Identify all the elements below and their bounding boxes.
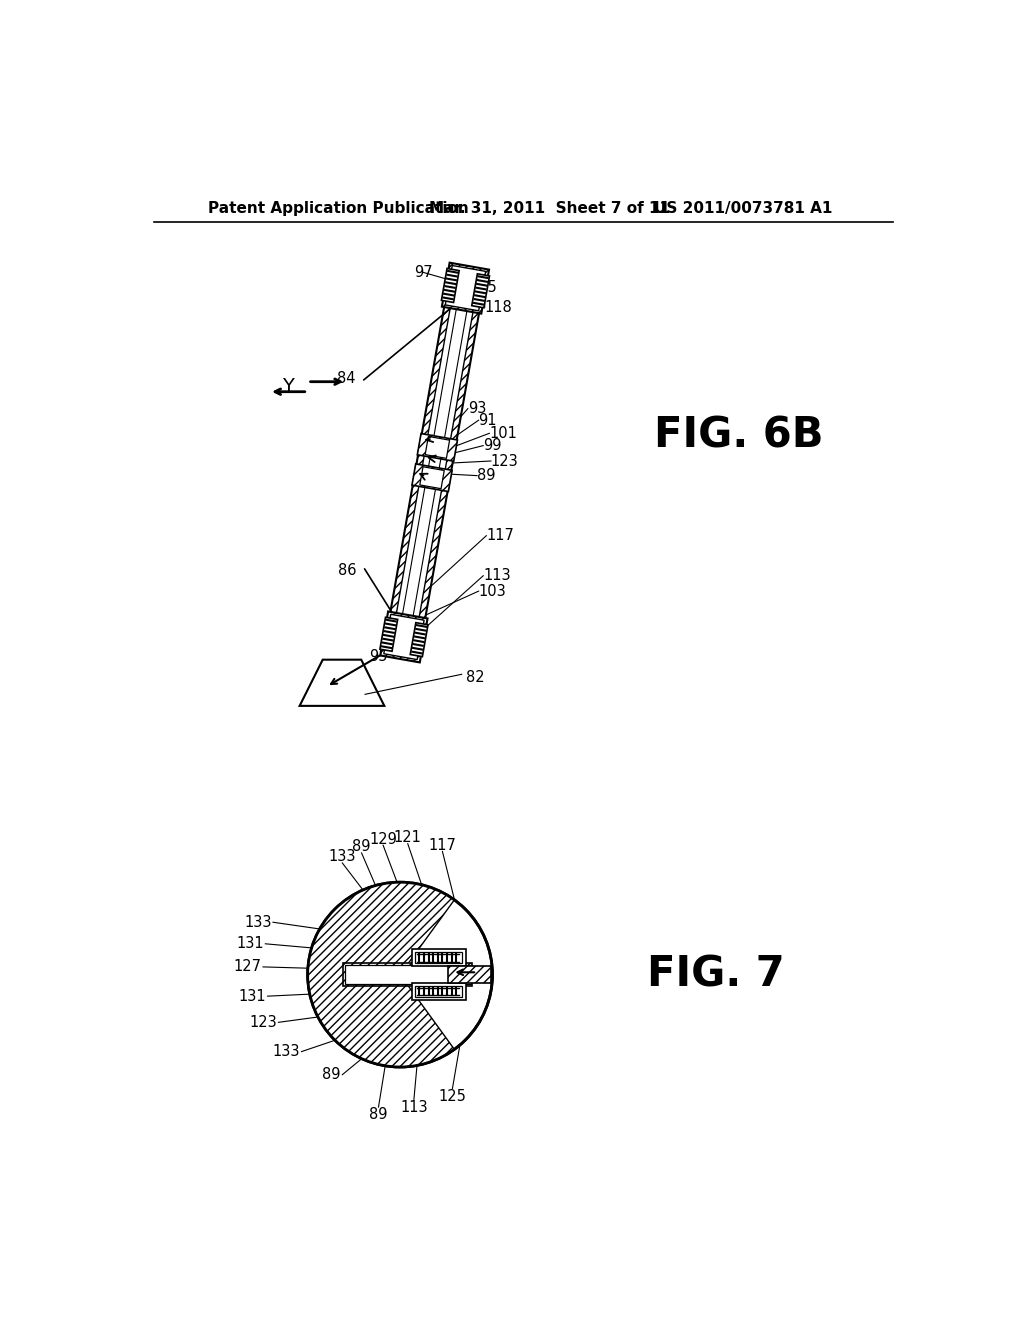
- Polygon shape: [415, 952, 463, 964]
- Text: 101: 101: [489, 426, 517, 441]
- Polygon shape: [393, 288, 476, 638]
- Text: FIG. 7: FIG. 7: [647, 953, 784, 995]
- Polygon shape: [441, 268, 459, 302]
- Text: Patent Application Publication: Patent Application Publication: [208, 201, 468, 216]
- Polygon shape: [308, 882, 455, 1067]
- Text: 91: 91: [478, 413, 497, 428]
- Text: 131: 131: [237, 936, 264, 952]
- Text: 133: 133: [272, 1044, 300, 1059]
- Text: 113: 113: [483, 568, 511, 583]
- Text: 103: 103: [478, 583, 506, 599]
- Text: 89: 89: [352, 840, 371, 854]
- Text: 93: 93: [468, 401, 486, 416]
- Polygon shape: [412, 983, 466, 1001]
- Text: 133: 133: [329, 849, 356, 865]
- Polygon shape: [420, 467, 444, 488]
- Text: 89: 89: [477, 469, 496, 483]
- Text: US 2011/0073781 A1: US 2011/0073781 A1: [654, 201, 833, 216]
- Polygon shape: [425, 437, 450, 458]
- Text: 121: 121: [394, 830, 422, 845]
- Text: 89: 89: [323, 1067, 341, 1082]
- Text: 131: 131: [239, 989, 266, 1003]
- Text: 127: 127: [233, 960, 261, 974]
- Text: FIG. 6B: FIG. 6B: [654, 414, 823, 457]
- Text: 125: 125: [438, 1089, 466, 1104]
- Text: 123: 123: [249, 1015, 276, 1030]
- Text: 117: 117: [428, 838, 457, 853]
- Polygon shape: [399, 289, 470, 636]
- Polygon shape: [380, 618, 397, 651]
- Text: 89: 89: [370, 1107, 388, 1122]
- Polygon shape: [386, 285, 483, 640]
- Polygon shape: [472, 273, 489, 308]
- Polygon shape: [445, 265, 485, 310]
- Polygon shape: [384, 614, 424, 660]
- Circle shape: [307, 882, 493, 1067]
- Text: 97: 97: [414, 265, 432, 280]
- Text: 99: 99: [483, 438, 502, 453]
- Polygon shape: [380, 611, 428, 663]
- Polygon shape: [415, 986, 463, 997]
- Text: 118: 118: [484, 300, 512, 314]
- Text: 115: 115: [469, 280, 497, 296]
- Text: 84: 84: [337, 371, 355, 387]
- Text: Mar. 31, 2011  Sheet 7 of 11: Mar. 31, 2011 Sheet 7 of 11: [429, 201, 671, 216]
- Text: 113: 113: [400, 1100, 428, 1114]
- Text: 123: 123: [490, 454, 519, 469]
- Polygon shape: [345, 965, 471, 983]
- Polygon shape: [412, 949, 466, 966]
- Text: 95: 95: [370, 649, 388, 664]
- Polygon shape: [411, 623, 428, 656]
- Polygon shape: [442, 263, 489, 314]
- Text: Y: Y: [283, 376, 294, 396]
- Polygon shape: [418, 433, 458, 461]
- Text: 133: 133: [244, 915, 271, 929]
- Polygon shape: [412, 463, 453, 491]
- Text: 129: 129: [370, 832, 397, 846]
- Text: 86: 86: [339, 562, 357, 578]
- Polygon shape: [300, 660, 384, 706]
- Text: 117: 117: [486, 528, 514, 544]
- Polygon shape: [449, 966, 490, 983]
- Text: 82: 82: [466, 669, 484, 685]
- Polygon shape: [343, 964, 472, 986]
